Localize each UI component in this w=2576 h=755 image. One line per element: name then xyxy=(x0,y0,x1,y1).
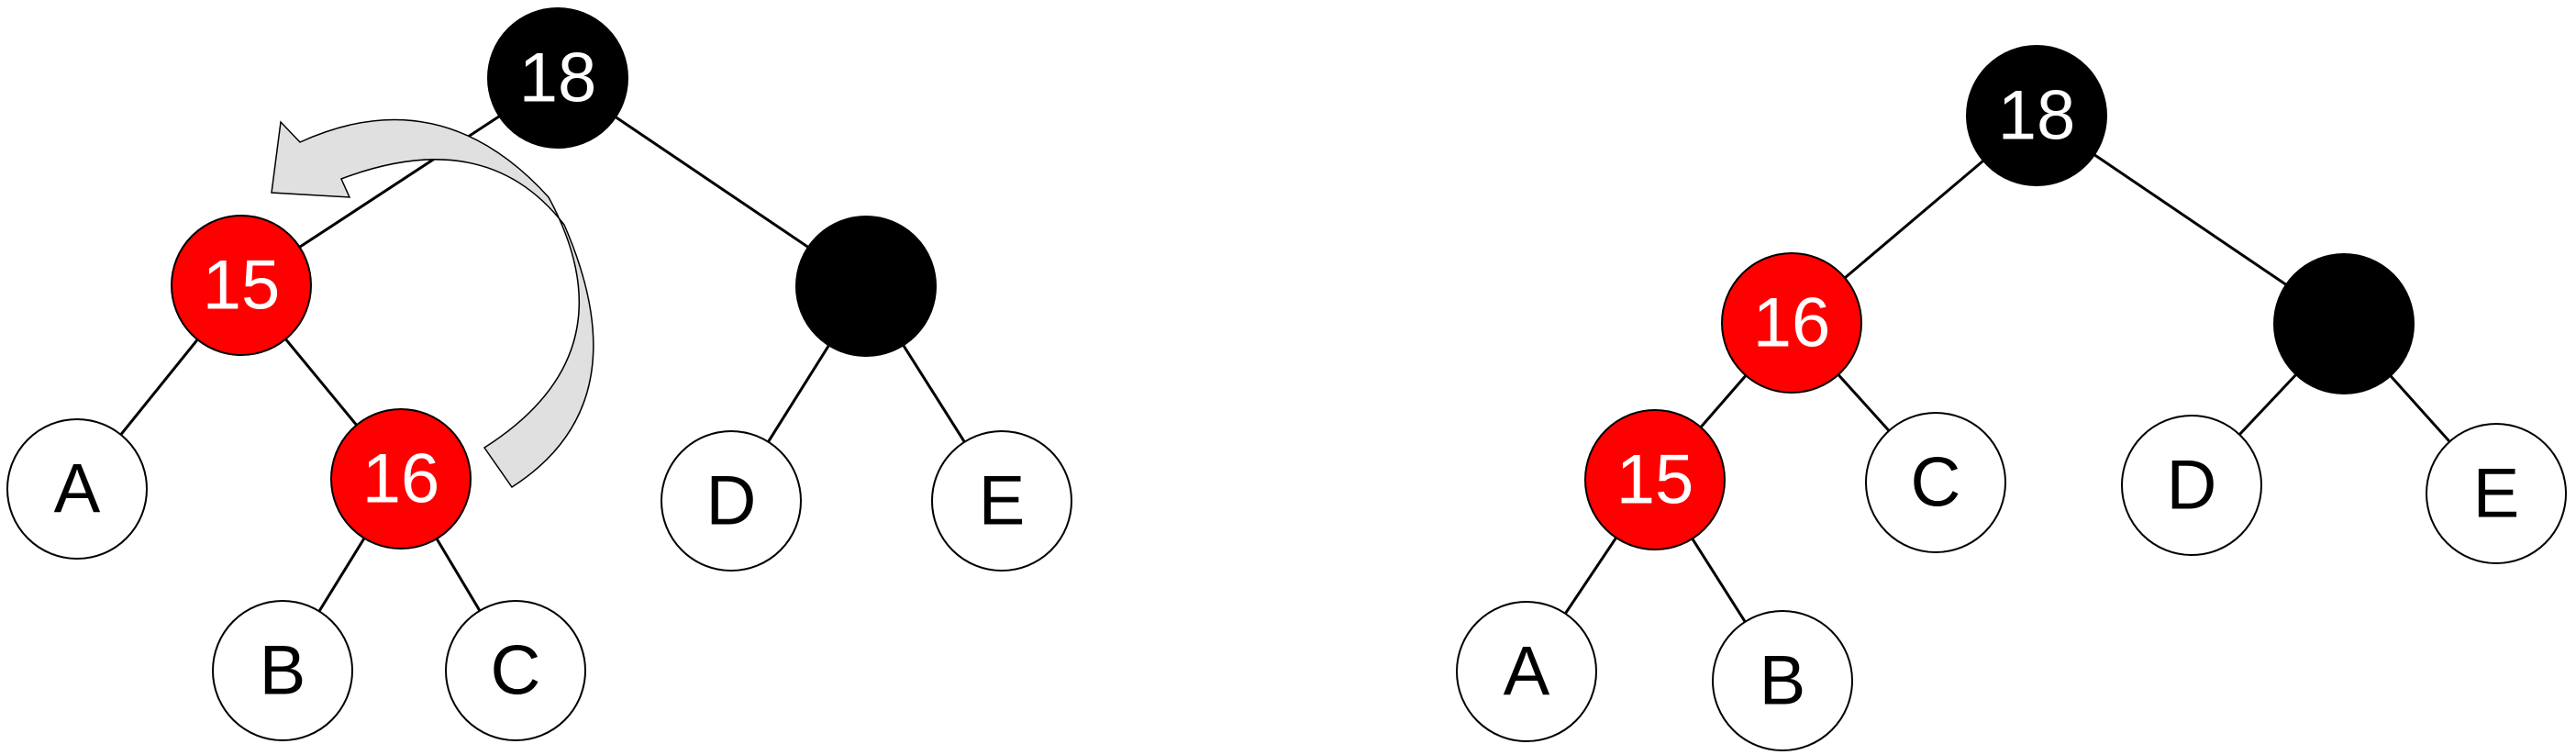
node-label: C xyxy=(491,632,541,710)
tree-edge-16-B xyxy=(316,534,368,616)
node-label: A xyxy=(54,450,101,528)
tree-node-15: 15 xyxy=(171,215,312,356)
node-label: D xyxy=(2167,447,2217,525)
tree-edge-16-C xyxy=(433,535,483,615)
node-circle-white xyxy=(2121,415,2262,556)
tree-node-16: 16 xyxy=(1721,252,1862,394)
node-label: 16 xyxy=(362,440,440,518)
node-label: 18 xyxy=(1998,77,2076,155)
tree-node-C: C xyxy=(445,600,586,741)
tree-edge-black-D xyxy=(2236,371,2300,439)
tree-edge-15-A xyxy=(117,336,201,439)
node-label: 16 xyxy=(1753,284,1831,362)
tree-node-E: E xyxy=(931,430,1072,572)
node-circle-white xyxy=(6,418,148,560)
left-tree-before-rotation: 18 15 A 16 D E B C xyxy=(6,7,1072,741)
tree-node-15: 15 xyxy=(1584,409,1726,550)
node-circle-black xyxy=(795,216,937,357)
tree-node-18: 18 xyxy=(487,7,628,149)
node-label: E xyxy=(2473,455,2520,533)
tree-node-18: 18 xyxy=(1966,45,2107,186)
node-label: E xyxy=(979,462,1026,540)
node-label: 18 xyxy=(519,39,597,117)
tree-node-E: E xyxy=(2426,423,2567,564)
tree-node-D: D xyxy=(2121,415,2262,556)
edges xyxy=(117,113,968,616)
tree-node-16: 16 xyxy=(330,408,472,550)
node-circle-white xyxy=(1865,412,2006,553)
tree-node-B: B xyxy=(1712,610,1853,751)
node-label: D xyxy=(706,462,757,540)
tree-node-black-unlabeled xyxy=(2273,253,2415,394)
node-circle-white xyxy=(931,430,1072,572)
node-circle-black xyxy=(1966,45,2107,186)
tree-edge-16-C xyxy=(1835,371,1893,435)
node-circle-white xyxy=(661,430,802,572)
node-circle-red xyxy=(1721,252,1862,394)
node-circle-white xyxy=(1712,610,1853,751)
tree-node-A: A xyxy=(6,418,148,560)
tree-edge-18-black xyxy=(611,114,813,250)
tree-edge-15-A xyxy=(1561,533,1620,618)
node-label: 15 xyxy=(1616,441,1694,519)
right-tree-after-rotation: 18 16 15 C D E A B xyxy=(1456,45,2567,751)
tree-node-B: B xyxy=(212,600,353,741)
node-circle-white xyxy=(1456,601,1597,742)
tree-node-C: C xyxy=(1865,412,2006,553)
node-circle-red xyxy=(330,408,472,550)
tree-node-black-unlabeled xyxy=(795,216,937,357)
node-label: A xyxy=(1504,633,1550,711)
node-circle-red xyxy=(171,215,312,356)
node-label: B xyxy=(1760,642,1806,720)
tree-edge-black-E xyxy=(900,341,968,446)
node-label: C xyxy=(1911,444,1961,522)
node-circle-white xyxy=(445,600,586,741)
curved-arrow-icon xyxy=(271,118,594,489)
node-circle-red xyxy=(1584,409,1726,550)
tree-edge-16-15 xyxy=(1697,372,1749,431)
node-circle-white xyxy=(2426,423,2567,564)
node-label: B xyxy=(260,632,306,710)
edges xyxy=(1561,151,2454,627)
tree-edge-15-16 xyxy=(282,335,361,429)
node-circle-black xyxy=(487,7,628,149)
tree-edge-black-D xyxy=(765,341,832,446)
tree-node-A: A xyxy=(1456,601,1597,742)
tree-edge-15-B xyxy=(1689,534,1749,627)
tree-edge-18-16 xyxy=(1840,157,1988,282)
tree-node-D: D xyxy=(661,430,802,572)
node-circle-white xyxy=(212,600,353,741)
tree-edge-18-black xyxy=(2090,151,2291,288)
tree-edge-black-E xyxy=(2386,372,2454,446)
node-circle-black xyxy=(2273,253,2415,394)
node-label: 15 xyxy=(203,247,281,325)
